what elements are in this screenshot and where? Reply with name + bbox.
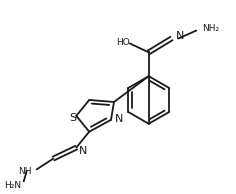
Text: N: N [176,31,184,42]
Text: H₂N: H₂N [4,181,21,190]
Text: N: N [115,114,123,124]
Text: HO: HO [116,38,130,47]
Text: NH₂: NH₂ [202,24,219,33]
Text: S: S [69,113,76,123]
Text: N: N [79,146,88,156]
Text: NH: NH [18,167,32,176]
